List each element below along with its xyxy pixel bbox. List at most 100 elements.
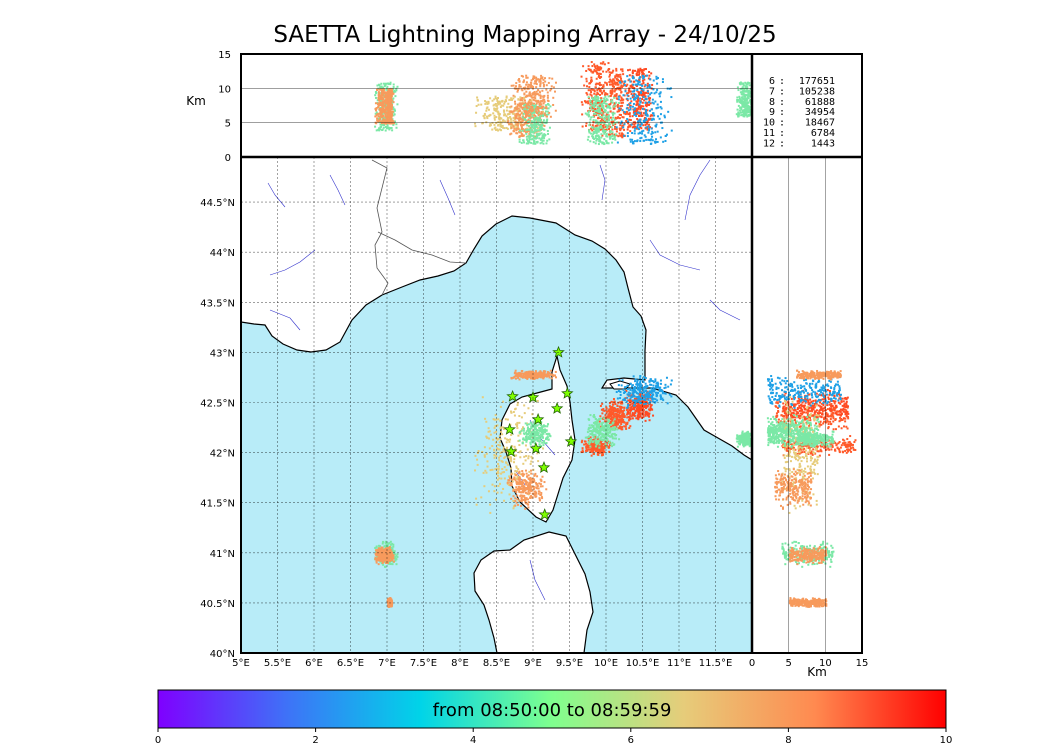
- top-point: [590, 91, 593, 94]
- top-point: [636, 83, 639, 86]
- top-point: [605, 120, 608, 123]
- map-point: [391, 542, 394, 545]
- map-point: [630, 395, 633, 398]
- top-point: [594, 108, 597, 111]
- map-point: [619, 408, 622, 411]
- top-point: [649, 126, 652, 129]
- map-point: [639, 391, 642, 394]
- map-point: [386, 543, 389, 546]
- map-point: [588, 424, 591, 427]
- top-point: [592, 120, 595, 123]
- map-point: [587, 444, 590, 447]
- map-point: [474, 454, 477, 457]
- map-point: [504, 437, 507, 440]
- map-point: [645, 400, 648, 403]
- map-point: [529, 441, 532, 444]
- top-point: [634, 69, 637, 72]
- top-point: [541, 124, 544, 127]
- top-point: [604, 95, 607, 98]
- top-point: [540, 121, 543, 124]
- map-point: [538, 498, 541, 501]
- top-point: [627, 103, 630, 106]
- top-point: [505, 115, 508, 118]
- top-point: [639, 105, 642, 108]
- map-point: [514, 374, 517, 377]
- top-point: [594, 83, 597, 86]
- top-point: [599, 104, 602, 107]
- map-point: [503, 466, 506, 469]
- map-point: [652, 393, 655, 396]
- top-point: [634, 93, 637, 96]
- top-point: [641, 92, 644, 95]
- top-point: [633, 108, 636, 111]
- map-point: [510, 467, 513, 470]
- top-point: [615, 128, 618, 131]
- top-point: [643, 99, 646, 102]
- map-point: [506, 446, 509, 449]
- map-point: [497, 465, 500, 468]
- top-point: [652, 88, 655, 91]
- map-point: [499, 454, 502, 457]
- map-point: [538, 440, 541, 443]
- map-point: [640, 385, 643, 388]
- map-point: [377, 557, 380, 560]
- top-point: [646, 101, 649, 104]
- map-point: [595, 450, 598, 453]
- map-point: [530, 440, 533, 443]
- top-point: [598, 68, 601, 71]
- map-point: [495, 467, 498, 470]
- map-point: [737, 437, 740, 440]
- map-point: [588, 442, 591, 445]
- map-point: [588, 448, 591, 451]
- map-point: [630, 406, 633, 409]
- top-point: [593, 89, 596, 92]
- map-point: [530, 486, 533, 489]
- map-point: [520, 491, 523, 494]
- map-point: [501, 433, 504, 436]
- top-point: [649, 117, 652, 120]
- top-point: [626, 94, 629, 97]
- top-point: [486, 102, 489, 105]
- map-point: [590, 443, 593, 446]
- map-point: [619, 415, 622, 418]
- map-point: [635, 396, 638, 399]
- top-point: [611, 132, 614, 135]
- map-point: [648, 412, 651, 415]
- map-point: [531, 435, 534, 438]
- top-point: [596, 108, 599, 111]
- map-gridlines: [240, 157, 752, 654]
- top-point: [523, 118, 526, 121]
- map-point: [488, 437, 491, 440]
- map-point: [509, 456, 512, 459]
- top-point: [656, 88, 659, 91]
- map-point: [651, 380, 654, 383]
- map-point: [544, 375, 547, 378]
- map-point: [604, 417, 607, 420]
- map-point: [585, 445, 588, 448]
- map-point: [591, 441, 594, 444]
- top-point: [523, 130, 526, 133]
- map-point: [513, 472, 516, 475]
- map-point: [522, 426, 525, 429]
- top-point: [633, 109, 636, 112]
- top-point: [631, 77, 634, 80]
- top-point: [593, 63, 596, 66]
- top-point: [494, 102, 497, 105]
- top-point: [622, 84, 625, 87]
- map-point: [602, 417, 605, 420]
- top-point: [598, 109, 601, 112]
- map-point: [606, 418, 609, 421]
- map-point: [498, 434, 501, 437]
- top-point: [600, 118, 603, 121]
- map-point: [498, 459, 501, 462]
- top-point: [607, 69, 610, 72]
- top-point: [500, 125, 503, 128]
- map-point: [539, 444, 542, 447]
- top-point: [503, 127, 506, 130]
- map-point: [610, 417, 613, 420]
- top-point: [521, 101, 524, 104]
- top-point: [607, 62, 610, 65]
- top-point: [616, 83, 619, 86]
- map-point: [488, 430, 491, 433]
- map-point: [488, 447, 491, 450]
